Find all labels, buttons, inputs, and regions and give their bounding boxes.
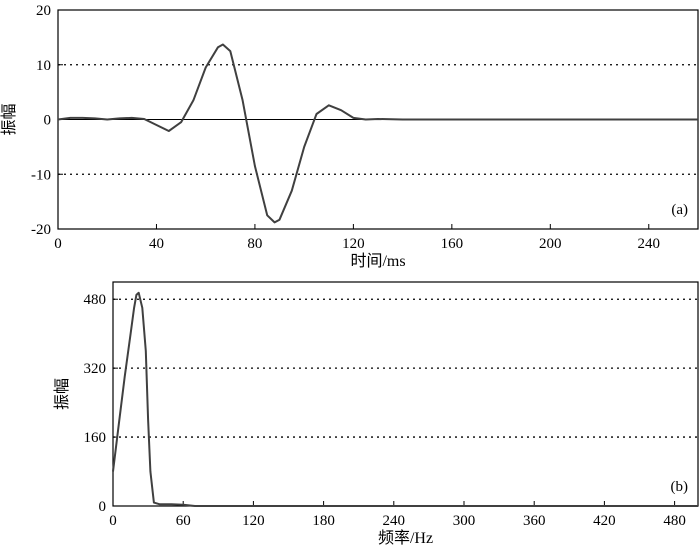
panel-a-x-tick-label: 80 (247, 236, 262, 252)
panel-b-x-tick-label: 60 (176, 513, 191, 529)
panel-a-x-tick-label: 0 (54, 236, 62, 252)
panel-b-label: (b) (671, 479, 689, 495)
panel-a-y-tick-label: 0 (44, 113, 52, 129)
panel-a-x-axis-title: 时间/ms (350, 252, 405, 270)
panel-b-y-tick-label: 0 (99, 499, 107, 515)
panel-a-label: (a) (671, 202, 688, 218)
panel-b-x-tick-label: 420 (593, 513, 616, 529)
panel-a-y-tick-label: -10 (31, 167, 51, 183)
panel-b-y-tick-label: 480 (84, 292, 107, 308)
panel-b-x-tick-label: 120 (242, 513, 265, 529)
panel-a-series-line (57, 43, 698, 224)
panel-b-series-line (112, 291, 698, 507)
panel-b-y-axis-title: 振幅 (53, 378, 71, 410)
panel-b-plot-frame (112, 281, 699, 507)
panel-a-y-tick-label: 20 (36, 3, 51, 19)
panel-b-x-tick-label: 300 (453, 513, 476, 529)
panel-a-x-tick-label: 200 (539, 236, 562, 252)
panel-a-x-tick-label: 120 (342, 236, 365, 252)
panel-a-y-axis-title: 振幅 (0, 103, 18, 135)
panel-b-y-tick-label: 320 (84, 361, 107, 377)
panel-b-x-tick-label: 0 (109, 513, 117, 529)
panel-b-x-tick-label: 360 (523, 513, 546, 529)
panel-b-x-tick-label: 180 (312, 513, 335, 529)
panel-b-y-tick-label: 160 (84, 430, 107, 446)
panel-b-x-axis-title: 频率/Hz (378, 529, 433, 547)
panel-a-y-tick-label: 10 (36, 58, 51, 74)
panel-b-x-tick-label: 240 (383, 513, 406, 529)
panel-b-x-tick-label: 480 (663, 513, 686, 529)
panel-a-x-tick-label: 40 (149, 236, 164, 252)
panel-a-x-tick-label: 160 (441, 236, 464, 252)
panel-a-y-tick-label: -20 (31, 222, 51, 238)
panel-a-x-tick-label: 240 (638, 236, 661, 252)
